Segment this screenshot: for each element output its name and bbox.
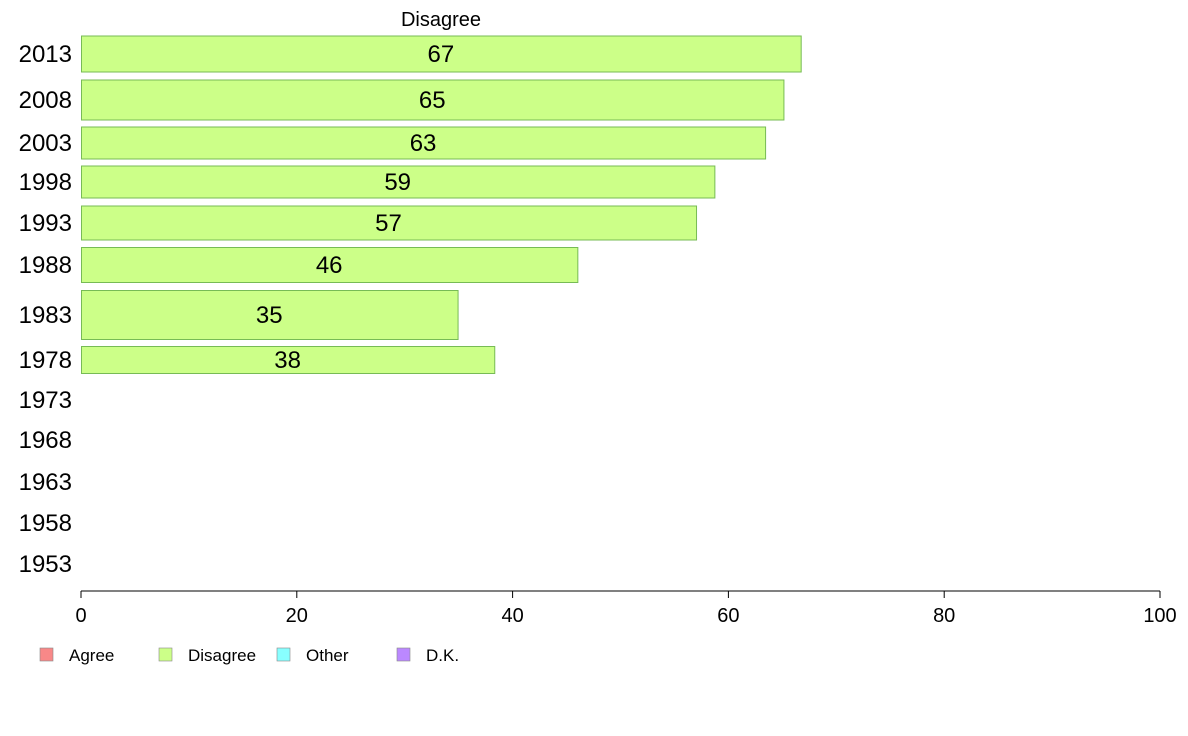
data-label-1993: 57 <box>375 210 402 237</box>
category-label-2013: 2013 <box>19 41 72 68</box>
legend: Agree Disagree Other D.K. <box>39 646 459 665</box>
data-label-2008: 65 <box>419 87 446 114</box>
bar-1988 <box>81 247 579 283</box>
data-label-1983: 35 <box>256 302 283 329</box>
category-label-2008: 2008 <box>19 87 72 114</box>
bar-2008 <box>81 79 785 121</box>
category-labels: 2013 2008 2003 1998 1993 1988 1983 1978 1973 1968… <box>19 41 72 578</box>
bar-2003 <box>81 126 767 160</box>
legend-swatch-d-k <box>396 647 411 662</box>
bar-1978 <box>81 346 496 374</box>
bar-1998 <box>81 165 716 199</box>
legend-swatch-disagree <box>158 647 173 662</box>
data-label-1988: 46 <box>316 252 343 279</box>
legend-label-other: Other <box>306 646 349 665</box>
data-label-1998: 59 <box>384 169 411 196</box>
category-label-1953: 1953 <box>19 551 72 578</box>
legend-swatch-agree <box>39 647 54 662</box>
category-label-1988: 1988 <box>19 252 72 279</box>
category-label-1998: 1998 <box>19 169 72 196</box>
category-label-1993: 1993 <box>19 210 72 237</box>
bar-1983 <box>81 290 459 340</box>
x-tick-label-40: 40 <box>501 605 523 627</box>
x-tick-label-0: 0 <box>75 605 86 627</box>
data-label-2013: 67 <box>427 41 454 68</box>
x-tick-label-80: 80 <box>933 605 955 627</box>
category-label-2003: 2003 <box>19 130 72 157</box>
legend-label-disagree: Disagree <box>188 646 256 665</box>
category-label-1963: 1963 <box>19 469 72 496</box>
legend-swatch-other <box>276 647 291 662</box>
category-label-1958: 1958 <box>19 510 72 537</box>
bars-layer: 67 65 63 59 57 46 35 38 <box>81 35 802 374</box>
legend-label-agree: Agree <box>69 646 114 665</box>
x-tick-label-100: 100 <box>1143 605 1176 627</box>
category-label-1968: 1968 <box>19 427 72 454</box>
x-tick-label-20: 20 <box>286 605 308 627</box>
legend-label-d-k: D.K. <box>426 646 459 665</box>
category-label-1978: 1978 <box>19 347 72 374</box>
data-label-2003: 63 <box>410 130 437 157</box>
x-tick-label-60: 60 <box>717 605 739 627</box>
category-label-1973: 1973 <box>19 387 72 414</box>
chart-title: Disagree <box>401 9 481 31</box>
x-axis: 0 20 40 60 80 100 <box>75 590 1177 627</box>
category-label-1983: 1983 <box>19 302 72 329</box>
bar-2013 <box>81 35 802 73</box>
data-label-1978: 38 <box>274 347 301 374</box>
bar-1993 <box>81 205 698 241</box>
